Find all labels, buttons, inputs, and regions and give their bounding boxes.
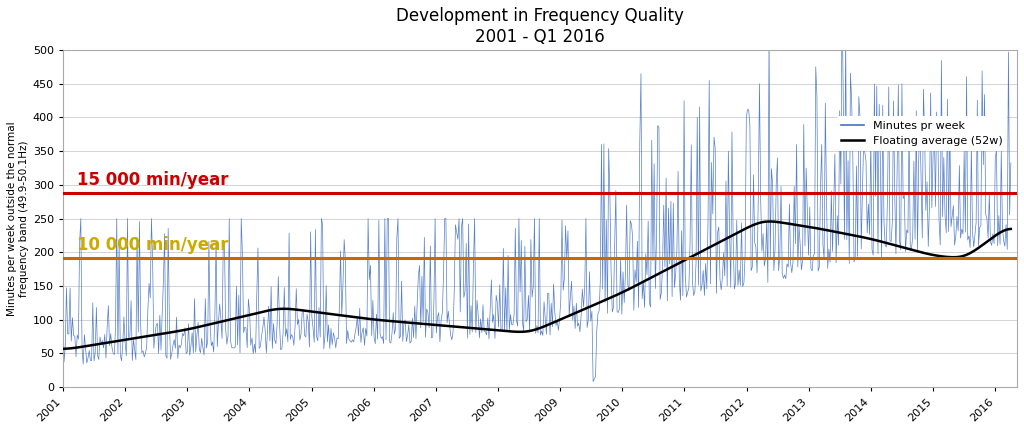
Title: Development in Frequency Quality
2001 - Q1 2016: Development in Frequency Quality 2001 - … [396, 7, 684, 46]
Legend: Minutes pr week, Floating average (52w): Minutes pr week, Floating average (52w) [837, 116, 1007, 151]
Text: 10 000 min/year: 10 000 min/year [77, 236, 228, 254]
Y-axis label: Minutes per week outside the normal
frequency band (49.9-50.1Hz): Minutes per week outside the normal freq… [7, 121, 29, 316]
Text: 15 000 min/year: 15 000 min/year [77, 171, 228, 189]
